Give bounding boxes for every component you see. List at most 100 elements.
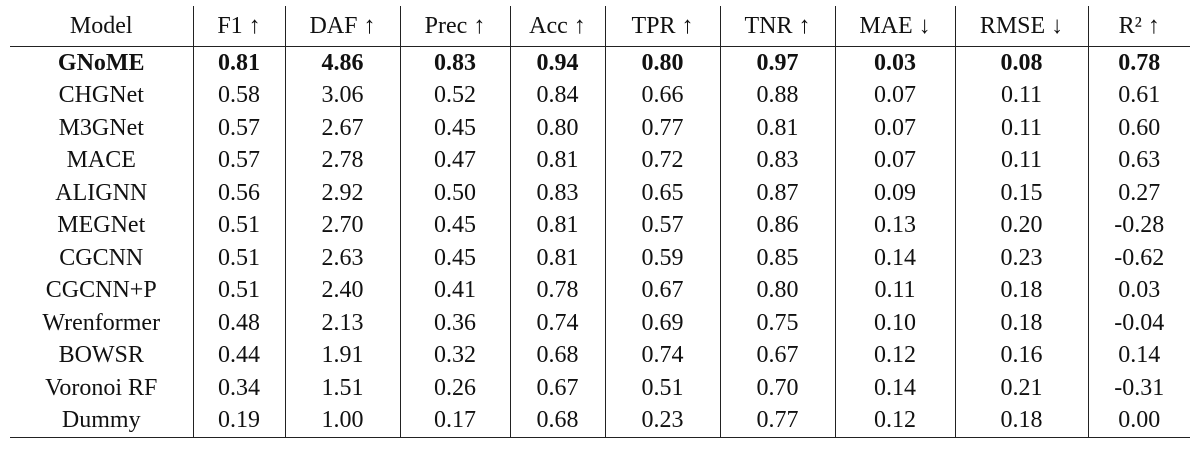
column-header: F1 ↑	[192, 6, 285, 47]
model-name: M3GNet	[58, 114, 144, 141]
metric-cell: 0.57	[604, 209, 720, 242]
metric-cell: 0.51	[604, 372, 720, 405]
metric-cell: 1.51	[284, 372, 400, 405]
column-header: RMSE ↓	[954, 6, 1088, 47]
metric-cell: -0.62	[1087, 242, 1190, 275]
metric-cell: 0.09	[834, 177, 955, 210]
metric-cell: 0.81	[509, 242, 605, 275]
metric-cell: 2.13	[284, 307, 400, 340]
metric-cell: 0.11	[834, 274, 955, 307]
metric-cell: 0.32	[399, 339, 510, 372]
metric-cell: 0.20	[954, 209, 1088, 242]
metric-cell: 0.52	[399, 79, 510, 112]
metric-cell: 0.51	[192, 209, 285, 242]
metric-cell: 0.34	[192, 372, 285, 405]
column-header: Prec ↑	[399, 6, 510, 47]
metric-cell: 3.06	[284, 79, 400, 112]
table-row: ALIGNN 0.56 2.92 0.50 0.83 0.65 0.87 0.09 0.15 0.…	[10, 177, 1190, 210]
model-name: BOWSR	[58, 342, 144, 369]
metric-cell: 0.80	[719, 274, 835, 307]
metric-cell: 0.67	[719, 339, 835, 372]
metric-cell: 0.97	[719, 46, 835, 80]
metric-cell: 2.40	[284, 274, 400, 307]
metric-cell: 0.66	[604, 79, 720, 112]
metric-cell: 0.59	[604, 242, 720, 275]
model-name: GNoME	[57, 49, 145, 76]
metric-cell: 0.57	[192, 144, 285, 177]
metric-cell: 0.03	[834, 46, 955, 80]
model-name: MACE	[66, 147, 136, 174]
model-name: CHGNet	[58, 82, 144, 109]
metric-cell: 0.86	[719, 209, 835, 242]
metric-cell: 0.48	[192, 307, 285, 340]
metric-cell: 0.51	[192, 242, 285, 275]
metric-cell: 0.51	[192, 274, 285, 307]
metric-cell: 0.11	[954, 79, 1088, 112]
metric-cell: 0.81	[719, 112, 835, 145]
metric-cell: 0.26	[399, 372, 510, 405]
results-table: Model F1 ↑ DAF ↑ Prec ↑ Acc ↑ TPR ↑ TNR ↑ MAE ↓…	[10, 6, 1190, 438]
metric-cell: 0.94	[509, 46, 605, 80]
metric-cell: 0.83	[719, 144, 835, 177]
metric-cell: 0.27	[1087, 177, 1190, 210]
metric-cell: 2.63	[284, 242, 400, 275]
header-row: Model F1 ↑ DAF ↑ Prec ↑ Acc ↑ TPR ↑ TNR ↑ MAE ↓…	[10, 6, 1190, 47]
metric-cell: 0.13	[834, 209, 955, 242]
column-header: MAE ↓	[834, 6, 955, 47]
metric-cell: 0.63	[1087, 144, 1190, 177]
table-row: MEGNet 0.51 2.70 0.45 0.81 0.57 0.86 0.13 0.20 -0…	[10, 209, 1190, 242]
metric-cell: 0.67	[604, 274, 720, 307]
metric-cell: 0.50	[399, 177, 510, 210]
metric-cell: 0.72	[604, 144, 720, 177]
metric-cell: 0.44	[192, 339, 285, 372]
metric-cell: 0.70	[719, 372, 835, 405]
metric-cell: 0.81	[192, 46, 285, 80]
metric-cell: 0.08	[954, 46, 1088, 80]
column-header: R² ↑	[1087, 6, 1190, 47]
model-name: ALIGNN	[55, 179, 148, 206]
metric-cell: 0.07	[834, 112, 955, 145]
metric-cell: 0.47	[399, 144, 510, 177]
metric-cell: 0.67	[509, 372, 605, 405]
table-row: GNoME 0.81 4.86 0.83 0.94 0.80 0.97 0.03 0.08 0.7…	[10, 46, 1190, 80]
metric-cell: 0.36	[399, 307, 510, 340]
metric-cell: 0.65	[604, 177, 720, 210]
table-header: Model F1 ↑ DAF ↑ Prec ↑ Acc ↑ TPR ↑ TNR ↑ MAE ↓…	[10, 6, 1190, 47]
metric-cell: 0.77	[719, 404, 835, 438]
column-header: TPR ↑	[604, 6, 720, 47]
metric-cell: 2.67	[284, 112, 400, 145]
metric-cell: 0.19	[192, 404, 285, 438]
metric-cell: 0.88	[719, 79, 835, 112]
metric-cell: 0.81	[509, 144, 605, 177]
metric-cell: 0.00	[1087, 404, 1190, 438]
metric-cell: 2.70	[284, 209, 400, 242]
metric-cell: 0.18	[954, 274, 1088, 307]
model-name: Dummy	[10, 404, 193, 438]
metric-cell: 0.78	[1087, 46, 1190, 80]
metric-cell: 0.15	[954, 177, 1088, 210]
metric-cell: -0.31	[1087, 372, 1190, 405]
metric-cell: 0.81	[509, 209, 605, 242]
metric-cell: 0.80	[509, 112, 605, 145]
metric-cell: 0.80	[604, 46, 720, 80]
metric-cell: 0.03	[1087, 274, 1190, 307]
metric-cell: 0.75	[719, 307, 835, 340]
model-name: Voronoi RF	[45, 374, 158, 401]
metric-cell: 0.14	[834, 242, 955, 275]
metric-cell: 0.11	[954, 112, 1088, 145]
model-name: Wrenformer	[42, 309, 161, 336]
table-row: CGCNN 0.51 2.63 0.45 0.81 0.59 0.85 0.14 0.23 -0.…	[10, 242, 1190, 275]
metric-cell: 0.84	[509, 79, 605, 112]
metric-cell: 0.61	[1087, 79, 1190, 112]
metric-cell: 0.69	[604, 307, 720, 340]
metric-cell: 4.86	[284, 46, 400, 80]
metric-cell: 0.85	[719, 242, 835, 275]
metric-cell: 0.87	[719, 177, 835, 210]
table-row: CHGNet 0.58 3.06 0.52 0.84 0.66 0.88 0.07 0.11 0.…	[10, 79, 1190, 112]
metric-cell: 0.83	[509, 177, 605, 210]
metric-cell: 0.12	[834, 404, 955, 438]
model-name: CGCNN	[59, 244, 144, 271]
metric-cell: -0.28	[1087, 209, 1190, 242]
metric-cell: 0.56	[192, 177, 285, 210]
metric-cell: 0.77	[604, 112, 720, 145]
